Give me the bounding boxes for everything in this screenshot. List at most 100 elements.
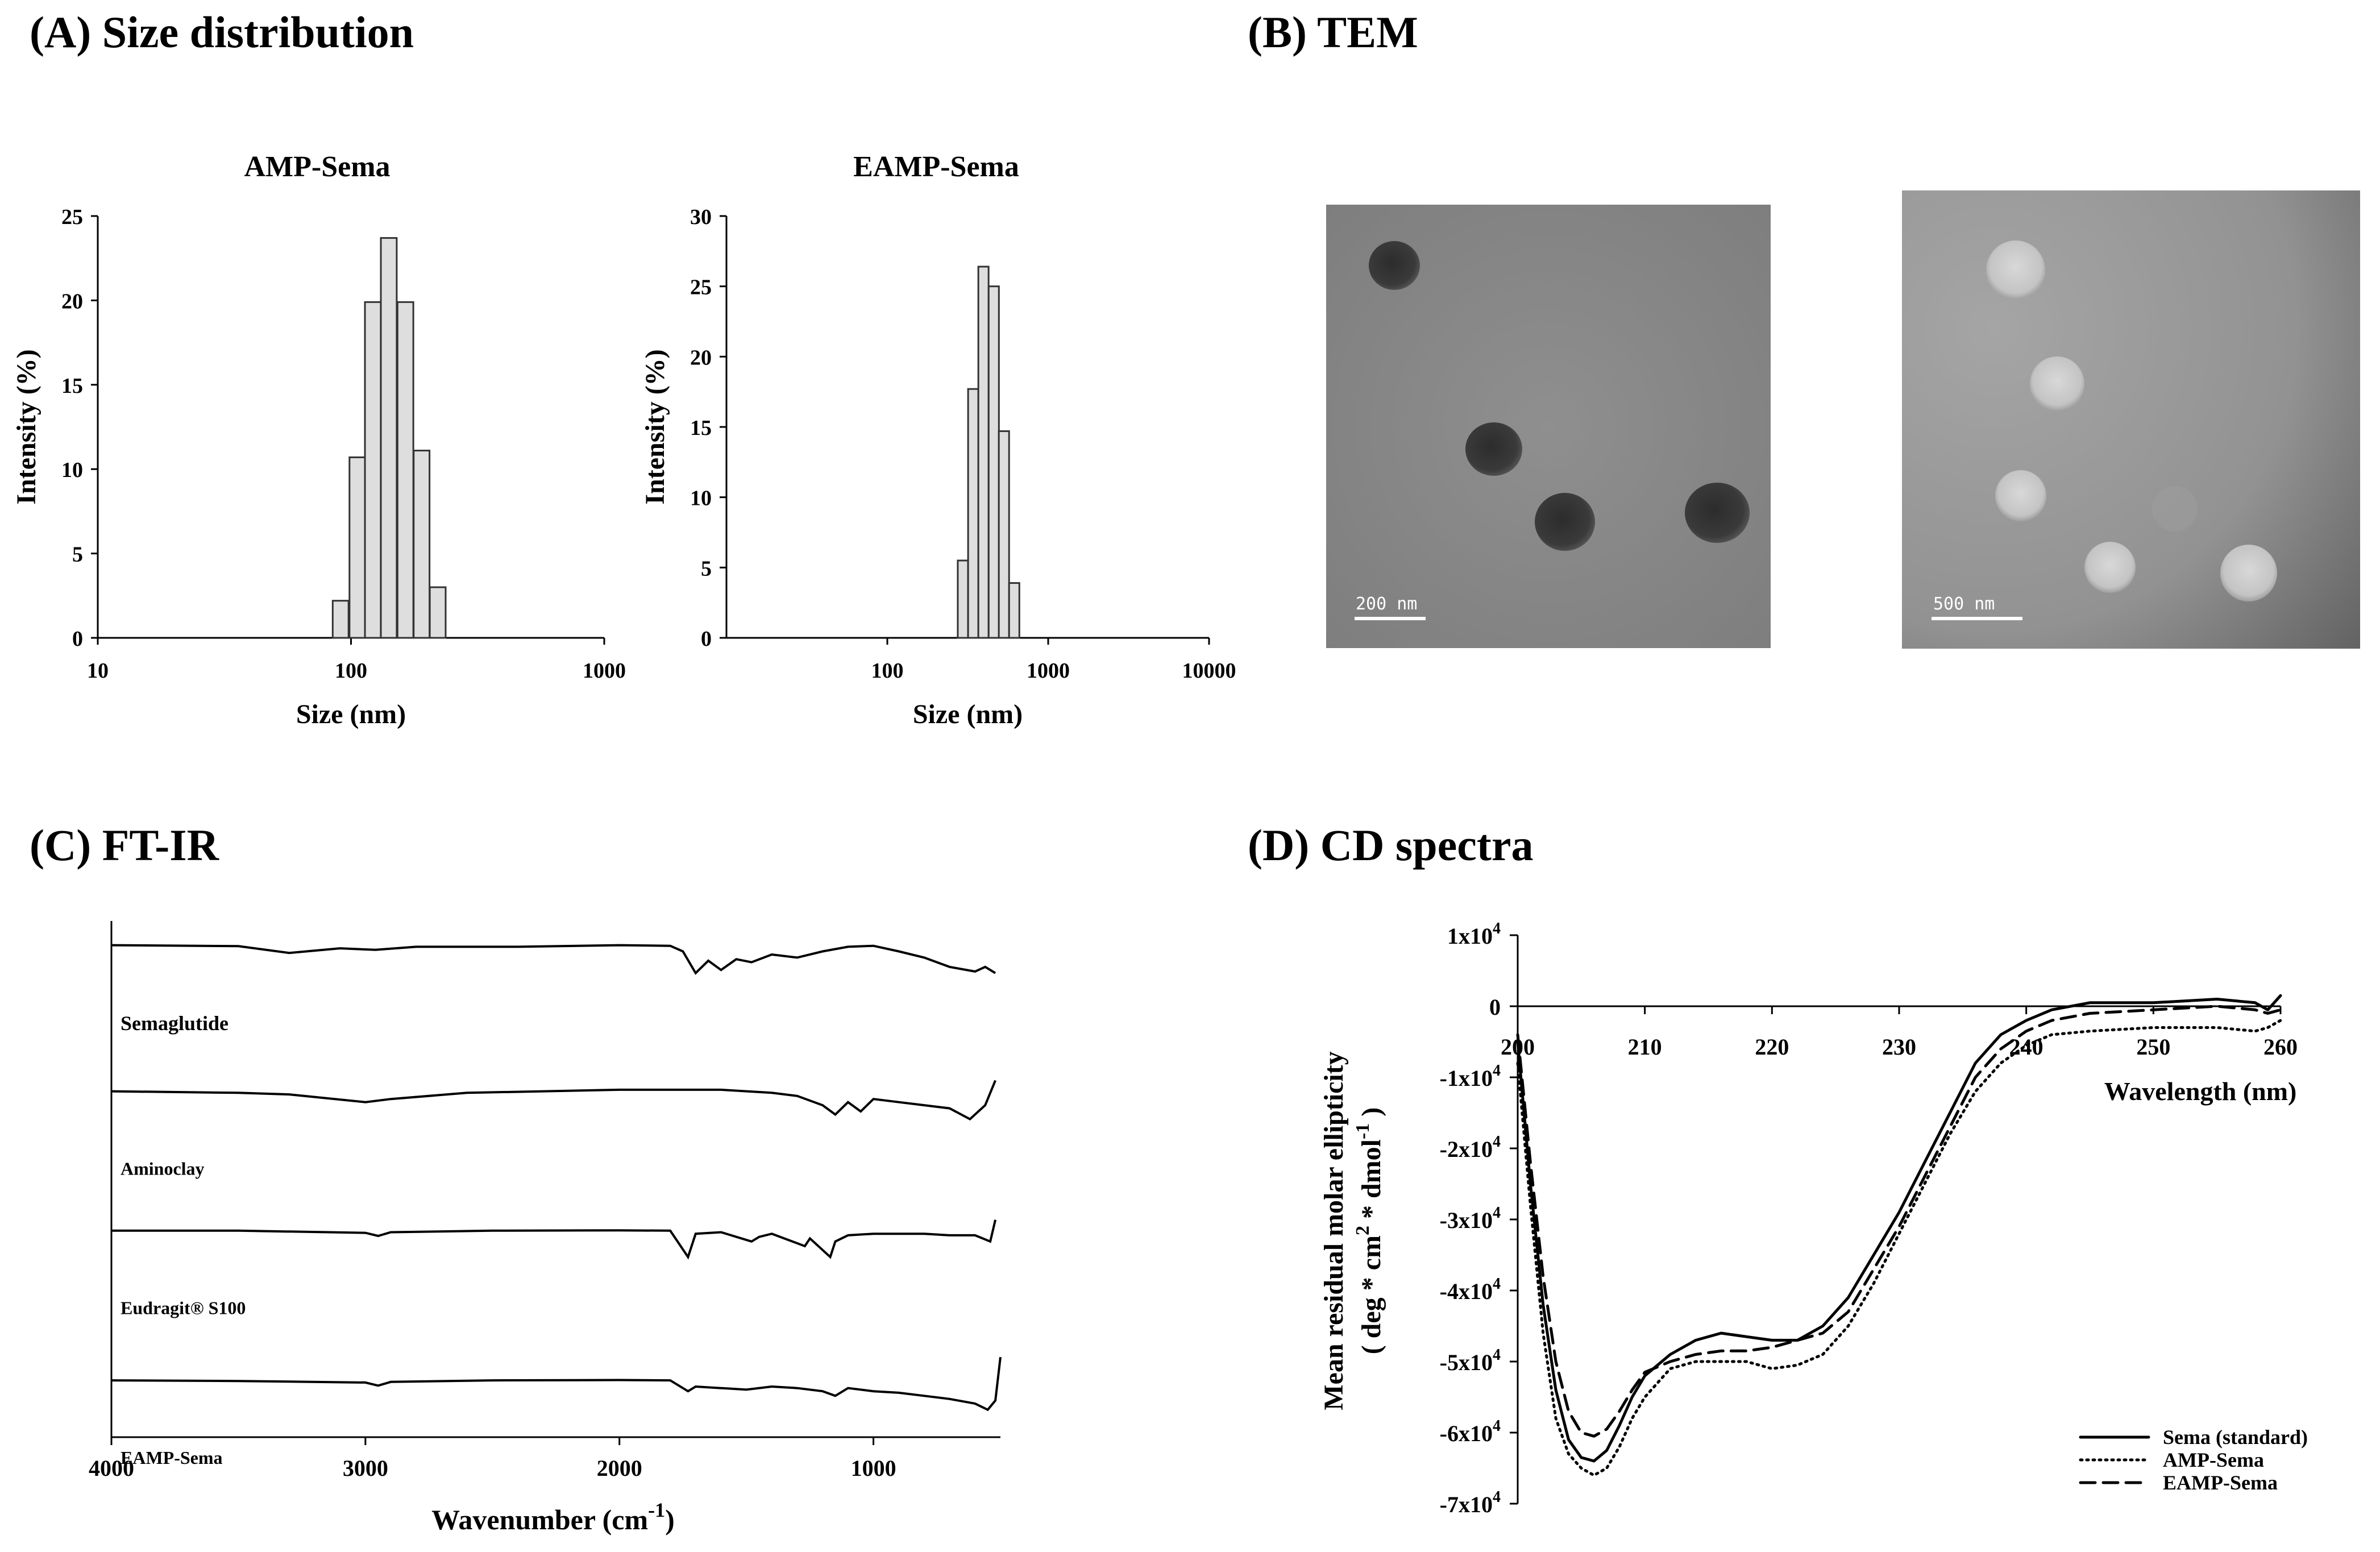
- x-tick-label: 1000: [583, 659, 626, 683]
- y-tick-label: 0: [1489, 994, 1501, 1020]
- chart-eamp-size: EAMP-Sema 0 5 10 15 20 25 30 100 1000 10000 Size (n…: [640, 151, 1236, 729]
- legend-label: EAMP-Sema: [2163, 1471, 2278, 1494]
- ftir-trace: [111, 1356, 1002, 1412]
- y-tick-label: -7x104: [1440, 1488, 1501, 1517]
- y-tick-label: -5x104: [1440, 1346, 1501, 1375]
- x-tick-label: 4000: [89, 1455, 134, 1481]
- y-axis-label-units: ( deg * cm2 * dmol-1 ): [1352, 1107, 1386, 1355]
- panel-title-b: (B) TEM: [1248, 7, 1418, 57]
- legend-label: AMP-Sema: [2163, 1449, 2264, 1471]
- tem-image-right: 500 nm: [1902, 190, 2360, 649]
- tem-left-scale-bar: [1355, 617, 1426, 620]
- x-tick-label: 3000: [343, 1455, 388, 1481]
- x-tick-label: 220: [1755, 1034, 1789, 1060]
- particle: [2084, 542, 2136, 593]
- particle: [2152, 486, 2198, 532]
- y-tick-label: 20: [61, 289, 83, 313]
- x-axis-label: Size (nm): [913, 699, 1023, 729]
- bar: [957, 559, 969, 639]
- legend-label: Sema (standard): [2163, 1426, 2308, 1449]
- tem-right-svg: [1902, 190, 2360, 649]
- y-tick-label: 5: [72, 543, 83, 567]
- x-axis-label: Size (nm): [296, 699, 406, 729]
- x-tick-label: 230: [1882, 1034, 1916, 1060]
- chart-ftir: 4000 3000 2000 1000 Wavenumber (cm-1) Semaglu…: [89, 921, 1002, 1536]
- particle: [1369, 241, 1420, 290]
- y-tick-label: 1x104: [1447, 920, 1501, 949]
- ftir-trace: [111, 944, 996, 975]
- bar: [364, 301, 382, 639]
- y-tick-label: 30: [690, 205, 712, 229]
- y-tick-label: -1x104: [1440, 1062, 1501, 1091]
- bar: [998, 430, 1010, 639]
- y-tick-label: -6x104: [1440, 1417, 1501, 1446]
- tem-image-left: 200 nm: [1326, 205, 1771, 648]
- chart-amp-size: AMP-Sema 0 5 10 15 20 25 10 100 1000 Size (nm) Inte…: [11, 151, 626, 729]
- bar: [429, 586, 447, 639]
- ftir-trace: [111, 1219, 997, 1260]
- y-tick-label: -3x104: [1440, 1204, 1501, 1233]
- x-axis-label: Wavenumber (cm-1): [431, 1499, 675, 1536]
- particle: [2030, 356, 2084, 411]
- bar: [987, 285, 1000, 639]
- ftir-trace-label: Eudragit® S100: [121, 1298, 246, 1318]
- particle: [1535, 493, 1595, 551]
- x-tick-label: 10: [87, 659, 109, 683]
- ftir-trace: [111, 1080, 996, 1121]
- y-tick-label: 10: [690, 487, 712, 511]
- chart-title: AMP-Sema: [244, 151, 390, 183]
- particle: [2220, 545, 2277, 601]
- particle: [1986, 240, 2045, 300]
- panel-title-d: (D) CD spectra: [1248, 820, 1534, 870]
- cd-series-dot: [1516, 1019, 2282, 1477]
- y-tick-label: 15: [61, 374, 83, 398]
- bar: [331, 600, 350, 639]
- y-tick-label: -4x104: [1440, 1275, 1501, 1304]
- ftir-trace-label: Aminoclay: [121, 1158, 205, 1178]
- x-tick-label: 100: [335, 659, 367, 683]
- x-tick-label: 260: [2263, 1034, 2298, 1060]
- tem-left-svg: [1326, 205, 1771, 648]
- y-axis-label: Intensity (%): [640, 349, 670, 504]
- particle: [1995, 470, 2046, 521]
- cd-series-dash: [1516, 1005, 2282, 1438]
- particle: [1465, 422, 1522, 476]
- chart-title: EAMP-Sema: [853, 151, 1019, 183]
- particle: [1685, 483, 1750, 543]
- bar: [967, 388, 979, 639]
- tem-right-scale-label: 500 nm: [1933, 594, 1995, 614]
- ftir-trace-label: EAMP-Sema: [121, 1447, 223, 1468]
- y-tick-label: 5: [701, 557, 712, 580]
- chart-cd: 1x104 0 -1x104 -2x104 -3x104 -4x104 -5x104 -6x1…: [1319, 920, 2308, 1517]
- y-tick-label: 0: [72, 627, 83, 651]
- y-axis-label: Intensity (%): [11, 349, 41, 504]
- ftir-trace-label: Semaglutide: [121, 1012, 229, 1035]
- y-tick-label: 25: [61, 205, 83, 229]
- x-axis-label: Wavelength (nm): [2104, 1077, 2297, 1106]
- y-tick-label: 25: [690, 276, 712, 300]
- bar: [380, 237, 398, 639]
- y-tick-label: 20: [690, 346, 712, 370]
- x-tick-label: 1000: [1027, 659, 1070, 683]
- bar: [977, 265, 990, 639]
- y-tick-label: 10: [61, 458, 83, 482]
- panel-title-a: (A) Size distribution: [30, 7, 414, 57]
- x-tick-label: 240: [2009, 1034, 2043, 1060]
- bar: [1008, 582, 1020, 639]
- bar: [413, 450, 431, 639]
- tem-right-scale-bar: [1932, 617, 2022, 620]
- x-tick-label: 10000: [1182, 659, 1236, 683]
- panel-title-c: (C) FT-IR: [30, 820, 219, 870]
- x-tick-label: 2000: [597, 1455, 642, 1481]
- y-tick-label: 15: [690, 416, 712, 440]
- x-tick-label: 100: [871, 659, 904, 683]
- y-tick-label: -2x104: [1440, 1133, 1501, 1162]
- bar: [396, 301, 414, 639]
- x-tick-label: 250: [2136, 1034, 2170, 1060]
- x-tick-label: 1000: [851, 1455, 896, 1481]
- tem-left-scale-label: 200 nm: [1356, 594, 1418, 614]
- y-axis-label: Mean residual molar ellipticity: [1319, 1051, 1349, 1410]
- bar: [348, 456, 367, 639]
